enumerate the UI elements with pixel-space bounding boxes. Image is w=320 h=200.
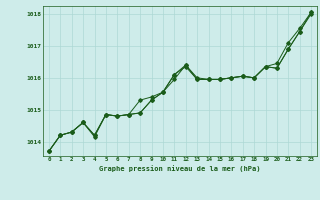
X-axis label: Graphe pression niveau de la mer (hPa): Graphe pression niveau de la mer (hPa) (99, 165, 261, 172)
